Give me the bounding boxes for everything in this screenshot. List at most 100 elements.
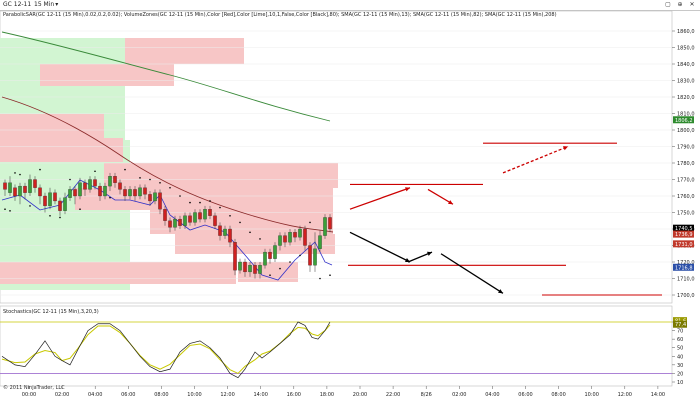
parabolic-sar-dot [259,238,261,240]
candle-body [83,182,87,190]
parabolic-sar-dot [279,267,281,270]
candle-body [93,179,97,187]
annotation-arrow-red-head [448,200,453,205]
candle-body [248,265,252,273]
annotation-arrow-red-head [405,187,410,192]
candle-body [273,245,277,259]
price-tick-label: 1830,0 [677,79,695,85]
candle-body [313,248,317,266]
candle-body [243,261,247,273]
price-marker-label: 1806,2 [675,118,693,124]
candle-body [268,251,272,259]
volume-zone-red [40,64,174,86]
candle-body [18,185,22,197]
price-marker-label: 1736,9 [675,232,693,238]
time-tick-label: 04:00 [485,392,499,398]
volume-zone-red [0,114,104,138]
candle-body [63,197,67,211]
parabolic-sar-dot [4,208,6,210]
parabolic-sar-dot [249,231,251,234]
candle-body [113,176,117,183]
time-tick-label: 02:00 [452,392,466,398]
price-marker [673,224,694,232]
candle-body [158,192,162,210]
parabolic-sar-dot [219,206,221,209]
instrument-symbol[interactable]: GC 12-11 [3,1,32,8]
candle-body [163,209,167,221]
candle-body [288,232,292,243]
price-tick-label: 1850,0 [677,46,695,52]
price-tick-label: 1790,0 [677,145,695,151]
candle-body [198,212,202,220]
time-tick-label: 16:00 [287,392,301,398]
parabolic-sar-dot [124,168,126,171]
volume-zone-red [104,163,338,188]
parabolic-sar-dot [39,168,41,171]
maximize-icon[interactable]: ⊕ [677,1,683,8]
parabolic-sar-dot [179,195,181,197]
stoch-tick-label: 70 [677,329,683,335]
time-tick-label: 08:00 [154,392,168,398]
time-tick-label: 12:00 [220,392,234,398]
candlesticks [3,172,332,279]
candle-body [223,228,227,236]
time-tick-label: 8/26 [421,392,432,398]
parabolic-sar-dot [209,200,211,202]
volume-zone-red [125,38,244,64]
candle-body [258,265,262,274]
price-tick-label: 1810,0 [677,112,695,118]
candle-body [293,232,297,238]
candle-body [133,189,137,197]
price-marker [673,240,694,248]
chart-titlebar: GC 12-11 15 Min ▢ ⊕ ✕ [0,0,700,11]
candle-body [183,215,187,226]
stoch-tick-label: 30 [677,363,683,369]
price-tick-label: 1770,0 [677,178,695,184]
candle-body [13,187,17,197]
candle-body [138,187,142,197]
candle-body [118,182,122,190]
candle-body [218,225,222,236]
parabolic-sar-dot [79,208,81,210]
candle-body [28,179,32,193]
volume-zone-red [238,262,298,282]
parabolic-sar-dot [9,210,11,212]
price-tick-label: 1800,0 [677,128,695,134]
annotation-arrow-red [427,188,454,205]
price-marker-label: 1740,5 [675,226,693,232]
candle-body [38,187,42,197]
time-tick-label: 00:00 [22,392,36,398]
price-tick-label: 1780,0 [677,161,695,167]
candle-body [318,235,322,249]
parabolic-sar-dot [199,201,201,204]
stoch-tick-label: 50 [677,346,683,352]
parabolic-sar-dot [49,215,51,217]
minimize-icon[interactable]: ▢ [665,1,671,8]
time-tick-label: 10:00 [584,392,598,398]
close-icon[interactable]: ✕ [689,1,695,8]
parabolic-sar-dot [309,221,311,224]
time-tick-label: 12:00 [618,392,632,398]
candle-body [213,215,217,226]
candle-body [328,217,332,230]
price-tick-label: 1700,0 [677,293,695,299]
candle-body [173,218,177,228]
parabolic-sar-dot [14,172,16,174]
timeframe-selector[interactable]: 15 Min [34,1,58,8]
candle-body [128,189,132,197]
candle-body [178,218,182,226]
candle-body [123,189,127,197]
stoch-marker [673,317,687,325]
volume-zone-red [0,138,123,162]
parabolic-sar-dot [299,254,301,257]
parabolic-sar-dot [94,170,96,173]
parabolic-sar-dot [189,201,191,204]
time-tick-label: 20:00 [353,392,367,398]
parabolic-sar-dot [319,277,321,280]
time-tick-label: 02:00 [55,392,69,398]
time-tick-label: 18:00 [320,392,334,398]
candle-body [168,220,172,228]
time-tick-label: 06:00 [518,392,532,398]
volume-zone-red [0,262,236,284]
